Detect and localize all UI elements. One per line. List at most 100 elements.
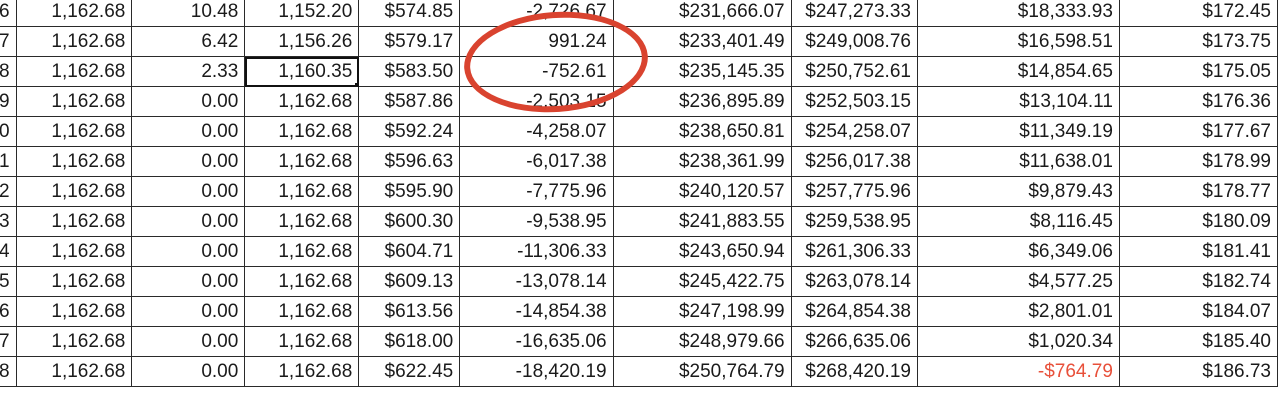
table-cell[interactable]: 0.00	[131, 356, 246, 387]
table-cell[interactable]: $609.13	[358, 266, 461, 297]
table-cell[interactable]: $600.30	[358, 206, 461, 237]
row-number-cell[interactable]: 2	[0, 176, 17, 207]
table-cell[interactable]: $247,273.33	[790, 0, 918, 27]
table-cell[interactable]: 1,162.68	[15, 326, 133, 357]
row-number-cell[interactable]: 8	[0, 356, 17, 387]
table-cell[interactable]: 0.00	[131, 236, 246, 267]
table-cell[interactable]: -13,078.14	[459, 266, 614, 297]
table-cell[interactable]: $233,401.49	[612, 26, 792, 57]
table-cell[interactable]: -2,503.15	[459, 86, 614, 117]
table-cell[interactable]: $235,145.35	[612, 56, 792, 87]
table-cell[interactable]: 10.48	[131, 0, 246, 27]
table-cell[interactable]: $173.75	[1118, 26, 1279, 57]
table-cell[interactable]: $247,198.99	[612, 296, 792, 327]
table-cell[interactable]: $622.45	[358, 356, 461, 387]
row-number-cell[interactable]: 3	[0, 206, 17, 237]
table-cell[interactable]: $254,258.07	[790, 116, 918, 147]
table-cell[interactable]: $259,538.95	[790, 206, 918, 237]
table-cell[interactable]: $4,577.25	[916, 266, 1120, 297]
table-cell[interactable]: -18,420.19	[459, 356, 614, 387]
table-cell[interactable]: 0.00	[131, 296, 246, 327]
table-cell[interactable]: $238,361.99	[612, 146, 792, 177]
table-cell[interactable]: 1,162.68	[15, 176, 133, 207]
table-cell[interactable]: -4,258.07	[459, 116, 614, 147]
table-cell[interactable]: 1,162.68	[244, 326, 360, 357]
table-cell[interactable]: 1,162.68	[15, 296, 133, 327]
table-cell[interactable]: $261,306.33	[790, 236, 918, 267]
table-cell[interactable]: -2,726.67	[459, 0, 614, 27]
table-cell[interactable]: $184.07	[1118, 296, 1279, 327]
table-cell[interactable]: 1,162.68	[244, 266, 360, 297]
table-cell[interactable]: -752.61	[459, 56, 614, 87]
table-cell[interactable]: $595.90	[358, 176, 461, 207]
table-cell[interactable]: $256,017.38	[790, 146, 918, 177]
table-cell[interactable]: $240,120.57	[612, 176, 792, 207]
row-number-cell[interactable]: 7	[0, 326, 17, 357]
table-cell[interactable]: $596.63	[358, 146, 461, 177]
table-cell[interactable]: 1,162.68	[15, 56, 133, 87]
table-cell[interactable]: -9,538.95	[459, 206, 614, 237]
table-cell[interactable]: 1,162.68	[244, 146, 360, 177]
table-cell[interactable]: 0.00	[131, 266, 246, 297]
table-cell[interactable]: $587.86	[358, 86, 461, 117]
table-cell[interactable]: $11,638.01	[916, 146, 1120, 177]
table-cell[interactable]: 0.00	[131, 116, 246, 147]
table-cell[interactable]: $618.00	[358, 326, 461, 357]
table-cell[interactable]: $263,078.14	[790, 266, 918, 297]
table-cell[interactable]: 2.33	[131, 56, 246, 87]
table-cell[interactable]: 1,162.68	[244, 236, 360, 267]
row-number-cell[interactable]: 7	[0, 26, 17, 57]
table-cell[interactable]: $266,635.06	[790, 326, 918, 357]
table-cell[interactable]: 1,162.68	[244, 176, 360, 207]
table-cell[interactable]: $250,764.79	[612, 356, 792, 387]
table-cell[interactable]: $175.05	[1118, 56, 1279, 87]
table-cell[interactable]: $231,666.07	[612, 0, 792, 27]
row-number-cell[interactable]: 6	[0, 296, 17, 327]
table-cell[interactable]: 1,162.68	[15, 266, 133, 297]
table-cell[interactable]: -$764.79	[916, 356, 1120, 387]
table-cell[interactable]: $238,650.81	[612, 116, 792, 147]
table-cell[interactable]: $1,020.34	[916, 326, 1120, 357]
table-cell[interactable]: $583.50	[358, 56, 461, 87]
selected-cell[interactable]: 1,160.35	[244, 56, 360, 87]
table-cell[interactable]: -6,017.38	[459, 146, 614, 177]
table-cell[interactable]: $245,422.75	[612, 266, 792, 297]
table-cell[interactable]: $264,854.38	[790, 296, 918, 327]
table-cell[interactable]: $14,854.65	[916, 56, 1120, 87]
table-cell[interactable]: 1,162.68	[15, 26, 133, 57]
table-cell[interactable]: $241,883.55	[612, 206, 792, 237]
table-cell[interactable]: 991.24	[459, 26, 614, 57]
table-cell[interactable]: $18,333.93	[916, 0, 1120, 27]
table-cell[interactable]: 1,162.68	[15, 206, 133, 237]
table-cell[interactable]: $604.71	[358, 236, 461, 267]
table-cell[interactable]: $8,116.45	[916, 206, 1120, 237]
table-cell[interactable]: 1,152.20	[244, 0, 360, 27]
table-cell[interactable]: 1,162.68	[15, 146, 133, 177]
table-cell[interactable]: $177.67	[1118, 116, 1279, 147]
table-cell[interactable]: $592.24	[358, 116, 461, 147]
table-cell[interactable]: $186.73	[1118, 356, 1279, 387]
table-cell[interactable]: $182.74	[1118, 266, 1279, 297]
table-cell[interactable]: $180.09	[1118, 206, 1279, 237]
table-cell[interactable]: -16,635.06	[459, 326, 614, 357]
table-cell[interactable]: $268,420.19	[790, 356, 918, 387]
table-cell[interactable]: $11,349.19	[916, 116, 1120, 147]
table-cell[interactable]: 1,162.68	[244, 296, 360, 327]
table-cell[interactable]: -7,775.96	[459, 176, 614, 207]
table-cell[interactable]: 1,162.68	[15, 116, 133, 147]
table-cell[interactable]: $9,879.43	[916, 176, 1120, 207]
table-cell[interactable]: 0.00	[131, 146, 246, 177]
table-cell[interactable]: $579.17	[358, 26, 461, 57]
table-cell[interactable]: 1,162.68	[15, 356, 133, 387]
table-cell[interactable]: $257,775.96	[790, 176, 918, 207]
table-cell[interactable]: 0.00	[131, 176, 246, 207]
table-cell[interactable]: 1,162.68	[15, 86, 133, 117]
table-cell[interactable]: $250,752.61	[790, 56, 918, 87]
table-cell[interactable]: 0.00	[131, 86, 246, 117]
table-cell[interactable]: $172.45	[1118, 0, 1279, 27]
table-cell[interactable]: $181.41	[1118, 236, 1279, 267]
row-number-cell[interactable]: 8	[0, 56, 17, 87]
table-cell[interactable]: 6.42	[131, 26, 246, 57]
row-number-cell[interactable]: 4	[0, 236, 17, 267]
row-number-cell[interactable]: 1	[0, 146, 17, 177]
